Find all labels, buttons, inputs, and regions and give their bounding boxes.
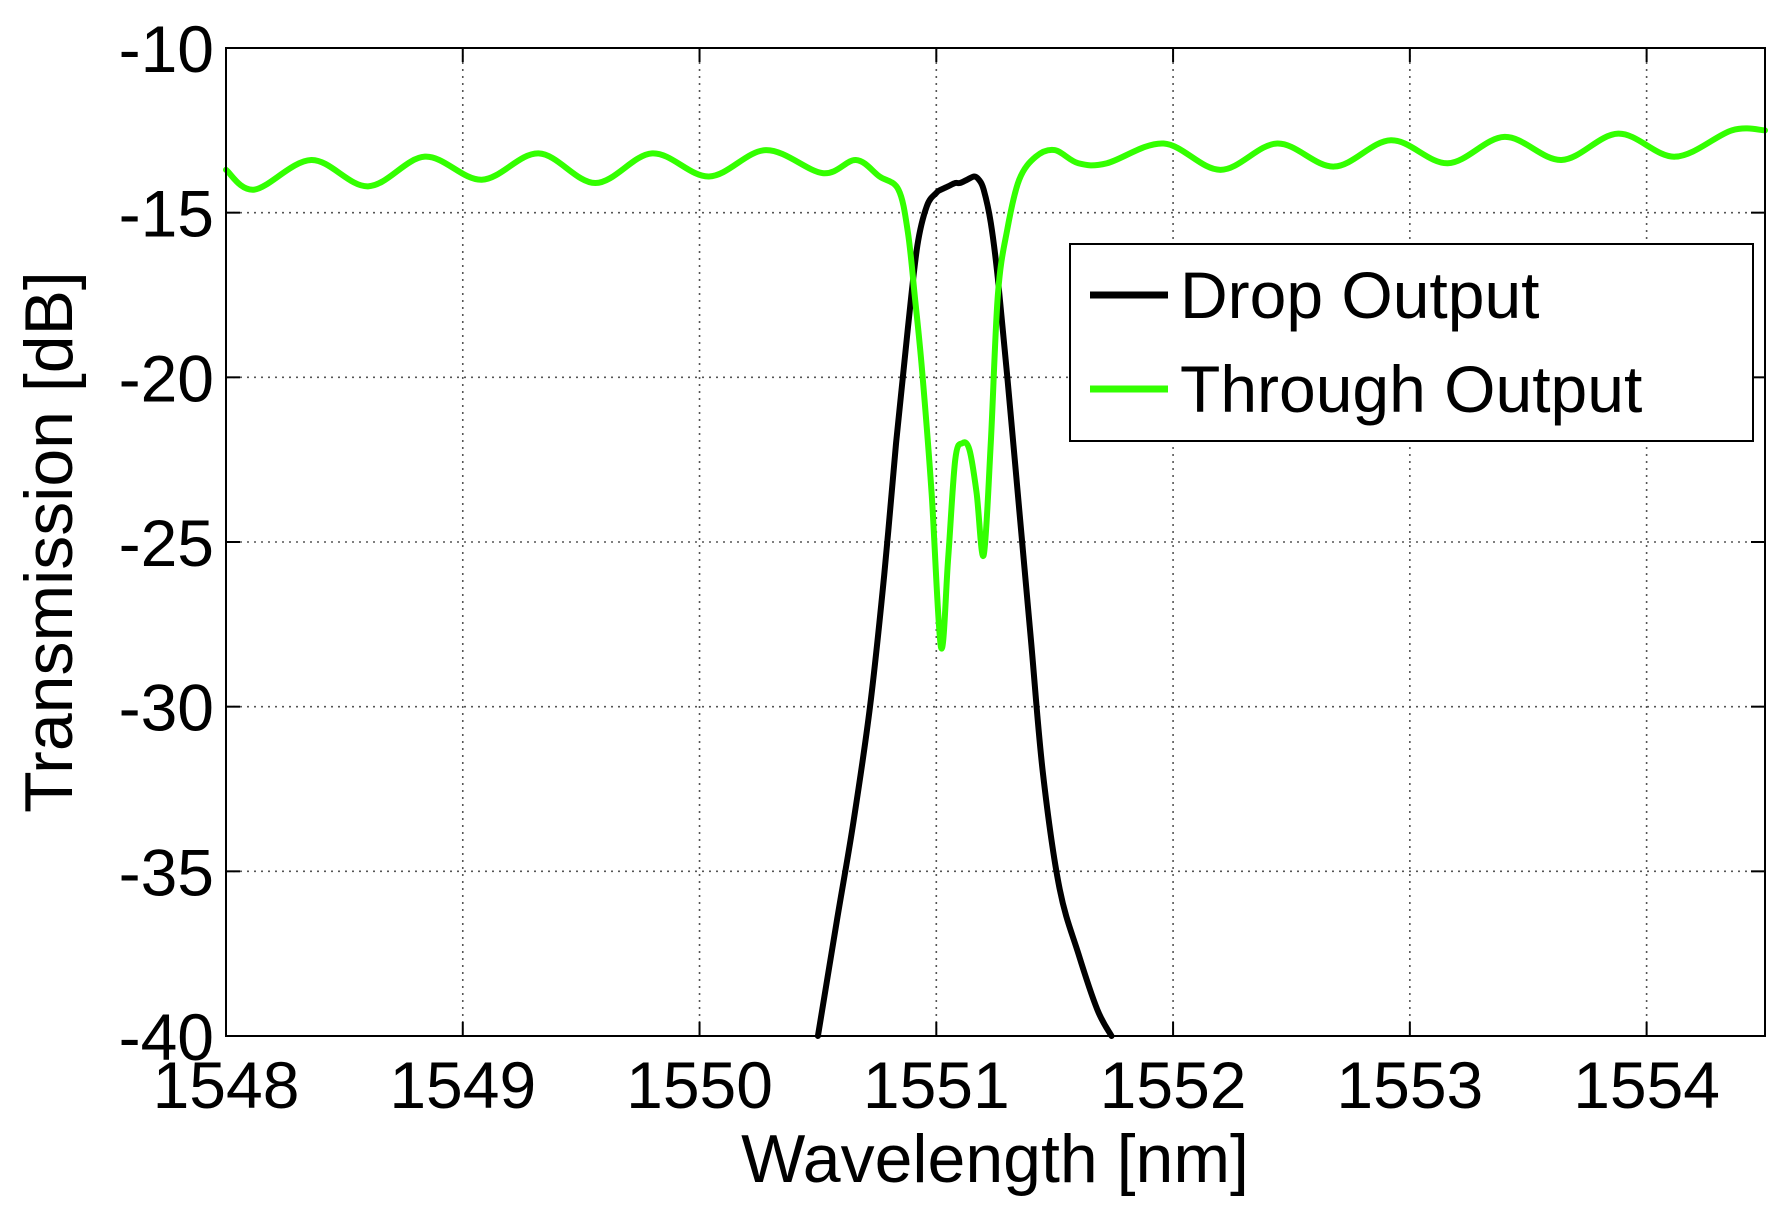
y-tick-label: -10 bbox=[119, 12, 214, 86]
x-axis-label: Wavelength [nm] bbox=[741, 1121, 1249, 1197]
y-tick-label: -30 bbox=[119, 671, 214, 745]
axis-ticks bbox=[225, 47, 1765, 1037]
x-tick-label: 1554 bbox=[1573, 1048, 1720, 1122]
plot-area bbox=[226, 48, 1765, 1036]
y-tick-label: -20 bbox=[119, 341, 214, 415]
legend: Drop Output Through Output bbox=[1069, 243, 1754, 442]
y-tick-label: -25 bbox=[119, 506, 214, 580]
x-tick-label: 1550 bbox=[626, 1048, 773, 1122]
y-tick-label: -35 bbox=[119, 835, 214, 909]
y-axis-label: Transmission [dB] bbox=[11, 271, 87, 813]
series-layer bbox=[223, 125, 1768, 1039]
x-tick-label: 1551 bbox=[863, 1048, 1010, 1122]
tick-labels: 1548 1549 1550 1551 1552 1553 1554 -10 -15 -20 -25… bbox=[119, 12, 1720, 1122]
x-tick-label: 1552 bbox=[1100, 1048, 1247, 1122]
legend-label-drop-output: Drop Output bbox=[1180, 258, 1540, 332]
x-tick-label: 1549 bbox=[389, 1048, 536, 1122]
drop-output-line bbox=[814, 173, 1115, 1039]
y-tick-label: -15 bbox=[119, 177, 214, 251]
x-tick-label: 1548 bbox=[153, 1048, 300, 1122]
legend-box bbox=[1069, 243, 1754, 442]
y-tick-label: -40 bbox=[119, 1000, 214, 1074]
legend-label-through-output: Through Output bbox=[1180, 352, 1642, 426]
x-tick-label: 1553 bbox=[1336, 1048, 1483, 1122]
through-output-line bbox=[223, 125, 1768, 652]
